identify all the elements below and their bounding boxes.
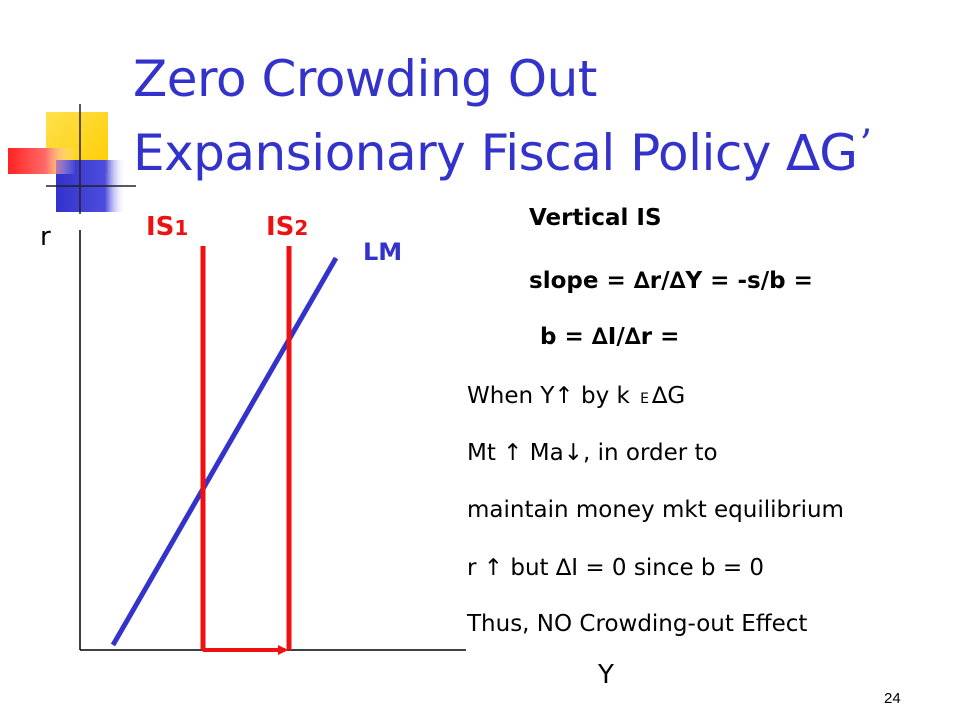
notes-line-2: Mt ↑ Ma↓, in order to: [467, 440, 718, 466]
lm-curve: [110, 256, 339, 647]
is2-label: IS2: [266, 212, 309, 242]
slide-title-line1: Zero Crowding Out: [133, 50, 597, 108]
notes-slope: slope = ∆r/∆Y = -s/b =: [529, 268, 813, 294]
y-axis-label: r: [40, 222, 51, 252]
x-axis-label: Y: [598, 660, 614, 690]
notes-line-5: Thus, NO Crowding-out Effect: [467, 611, 808, 637]
is1-label: IS1: [146, 212, 189, 242]
notes-b-definition: b = ∆I/∆r =: [540, 324, 680, 350]
notes-line-4: r ↑ but ∆I = 0 since b = 0: [467, 555, 765, 581]
notes-line-3: maintain money mkt equilibrium: [467, 497, 844, 523]
slide-title-prime: ’: [859, 122, 873, 168]
notes-heading: Vertical IS: [529, 205, 662, 231]
page-number: 24: [884, 690, 901, 707]
deco-red-bar: [8, 148, 76, 174]
lm-label: LM: [363, 238, 403, 266]
slide-title-line2: Expansionary Fiscal Policy ∆G’: [133, 122, 872, 182]
notes-line-1: When Y↑ by k E ∆G: [467, 383, 686, 409]
decorative-corner-graphic: [8, 104, 136, 214]
slide-title-text: Expansionary Fiscal Policy ∆G: [133, 124, 858, 182]
